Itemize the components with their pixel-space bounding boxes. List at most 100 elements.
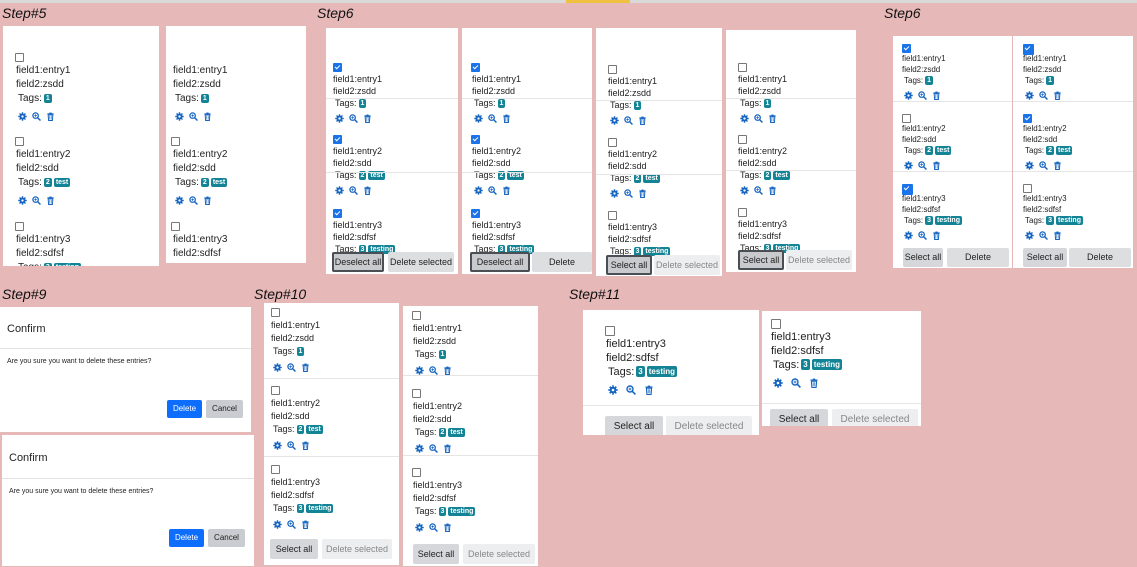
gear-icon[interactable]	[273, 441, 282, 450]
entry-checkbox[interactable]	[608, 211, 617, 220]
select-all-button[interactable]: Select all	[270, 539, 318, 559]
trash-icon[interactable]	[502, 186, 511, 196]
search-icon[interactable]	[189, 112, 198, 122]
delete-selected-button[interactable]: Delete selected	[322, 539, 392, 559]
delete-selected-button[interactable]: Delete selected	[1069, 248, 1131, 267]
entry-checkbox[interactable]	[271, 386, 280, 395]
search-icon[interactable]	[287, 520, 296, 530]
gear-icon[interactable]	[740, 114, 749, 123]
search-icon[interactable]	[624, 189, 633, 199]
entry-checkbox[interactable]	[902, 184, 913, 195]
trash-icon[interactable]	[638, 116, 647, 126]
trash-icon[interactable]	[363, 114, 372, 124]
delete-selected-button[interactable]: Delete selected	[947, 248, 1009, 267]
select-all-button[interactable]: Select all	[606, 255, 652, 275]
select-all-button[interactable]: Select all	[770, 409, 828, 426]
entry-checkbox[interactable]	[738, 63, 747, 72]
delete-selected-button[interactable]: Delete selected	[666, 416, 752, 435]
gear-icon[interactable]	[335, 114, 344, 123]
dialog-cancel-button[interactable]: Cancel	[208, 529, 245, 547]
trash-icon[interactable]	[443, 523, 452, 533]
gear-icon[interactable]	[608, 385, 618, 395]
entry-checkbox[interactable]	[605, 326, 615, 336]
entry-checkbox[interactable]	[1023, 114, 1032, 123]
search-icon[interactable]	[189, 196, 198, 206]
gear-icon[interactable]	[610, 116, 619, 125]
search-icon[interactable]	[1039, 161, 1048, 171]
trash-icon[interactable]	[46, 112, 55, 122]
gear-icon[interactable]	[1025, 161, 1034, 170]
trash-icon[interactable]	[932, 161, 941, 171]
trash-icon[interactable]	[301, 520, 310, 530]
search-icon[interactable]	[1039, 91, 1048, 101]
trash-icon[interactable]	[203, 196, 212, 206]
gear-icon[interactable]	[904, 91, 913, 100]
gear-icon[interactable]	[610, 189, 619, 198]
gear-icon[interactable]	[273, 520, 282, 529]
search-icon[interactable]	[918, 231, 927, 241]
entry-checkbox[interactable]	[171, 137, 180, 146]
select-all-button[interactable]: Select all	[903, 248, 943, 267]
gear-icon[interactable]	[474, 186, 483, 195]
search-icon[interactable]	[918, 161, 927, 171]
trash-icon[interactable]	[1053, 91, 1062, 101]
trash-icon[interactable]	[363, 186, 372, 196]
gear-icon[interactable]	[740, 186, 749, 195]
select-all-button[interactable]: Select all	[738, 250, 784, 270]
delete-selected-button[interactable]: Delete selected	[463, 544, 535, 564]
gear-icon[interactable]	[904, 161, 913, 170]
search-icon[interactable]	[32, 196, 41, 206]
entry-checkbox[interactable]	[902, 44, 911, 53]
entry-checkbox[interactable]	[738, 208, 747, 217]
dialog-delete-button[interactable]: Delete	[167, 400, 202, 418]
gear-icon[interactable]	[474, 114, 483, 123]
select-all-button[interactable]: Select all	[413, 544, 459, 564]
entry-checkbox[interactable]	[412, 468, 421, 477]
entry-checkbox[interactable]	[15, 53, 24, 62]
gear-icon[interactable]	[415, 366, 424, 375]
gear-icon[interactable]	[1025, 91, 1034, 100]
entry-checkbox[interactable]	[15, 222, 24, 231]
gear-icon[interactable]	[773, 378, 783, 388]
delete-selected-button[interactable]: Delete selected	[532, 252, 592, 272]
search-icon[interactable]	[287, 441, 296, 451]
gear-icon[interactable]	[1025, 231, 1034, 240]
entry-checkbox[interactable]	[412, 389, 421, 398]
trash-icon[interactable]	[768, 186, 777, 196]
search-icon[interactable]	[488, 114, 497, 124]
entry-checkbox[interactable]	[333, 209, 342, 218]
trash-icon[interactable]	[768, 114, 777, 124]
entry-checkbox[interactable]	[608, 138, 617, 147]
gear-icon[interactable]	[415, 523, 424, 532]
entry-checkbox[interactable]	[471, 209, 480, 218]
delete-selected-button[interactable]: Delete selected	[832, 409, 918, 426]
search-icon[interactable]	[754, 186, 763, 196]
dialog-cancel-button[interactable]: Cancel	[206, 400, 243, 418]
search-icon[interactable]	[32, 112, 41, 122]
trash-icon[interactable]	[301, 441, 310, 451]
search-icon[interactable]	[429, 366, 438, 376]
trash-icon[interactable]	[443, 444, 452, 454]
search-icon[interactable]	[626, 385, 636, 395]
trash-icon[interactable]	[1053, 231, 1062, 241]
search-icon[interactable]	[287, 363, 296, 373]
trash-icon[interactable]	[644, 385, 654, 395]
search-icon[interactable]	[624, 116, 633, 126]
entry-checkbox[interactable]	[271, 465, 280, 474]
search-icon[interactable]	[918, 91, 927, 101]
search-icon[interactable]	[1039, 231, 1048, 241]
trash-icon[interactable]	[443, 366, 452, 376]
search-icon[interactable]	[429, 523, 438, 533]
trash-icon[interactable]	[301, 363, 310, 373]
entry-checkbox[interactable]	[771, 319, 781, 329]
trash-icon[interactable]	[1053, 161, 1062, 171]
gear-icon[interactable]	[18, 196, 27, 205]
entry-checkbox[interactable]	[471, 63, 480, 72]
gear-icon[interactable]	[175, 112, 184, 121]
search-icon[interactable]	[791, 378, 801, 388]
delete-selected-button[interactable]: Delete selected	[786, 250, 852, 270]
entry-checkbox[interactable]	[412, 311, 421, 320]
entry-checkbox[interactable]	[333, 63, 342, 72]
trash-icon[interactable]	[932, 231, 941, 241]
entry-checkbox[interactable]	[471, 135, 480, 144]
